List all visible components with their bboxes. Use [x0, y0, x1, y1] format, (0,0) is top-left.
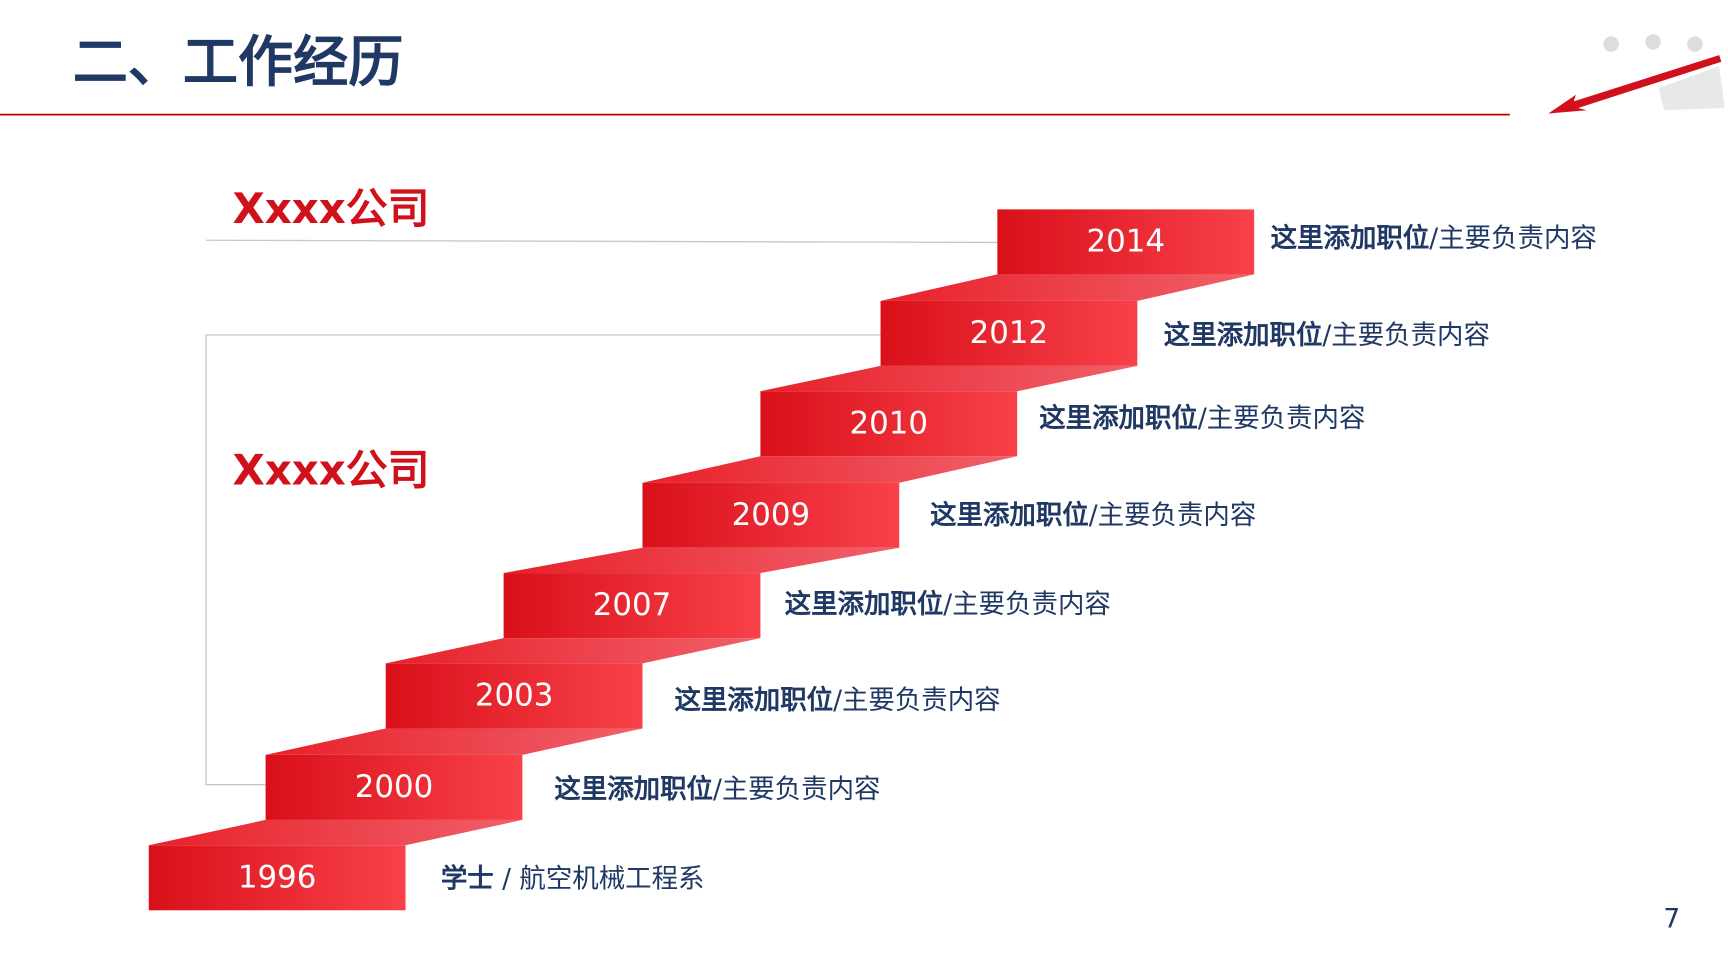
connector-line — [206, 239, 998, 244]
role: 这里添加职位 — [1039, 402, 1198, 433]
step-face — [265, 754, 523, 820]
step-top — [760, 365, 1138, 392]
role: 这里添加职位 — [674, 684, 833, 715]
step-top — [642, 456, 1018, 483]
step-year: 2010 — [850, 405, 929, 441]
step-face — [148, 845, 406, 911]
slide-title: 二、工作经历 — [73, 30, 404, 94]
step-top — [385, 638, 761, 664]
step-description: 这里添加职位/主要负责内容 — [785, 589, 1111, 620]
company-label: Xxxx公司 — [233, 445, 430, 494]
step-description: 这里添加职位/主要负责内容 — [674, 684, 1000, 715]
step-year: 1996 — [238, 859, 316, 895]
step-top — [503, 547, 900, 574]
step-year: 2007 — [593, 587, 672, 623]
role-detail: /主要负责内容 — [1322, 320, 1490, 351]
role-detail: /主要负责内容 — [833, 684, 1001, 715]
step-year: 2003 — [475, 678, 554, 714]
role: 学士 — [441, 863, 494, 894]
role-detail: /主要负责内容 — [1429, 223, 1597, 254]
role: 这里添加职位 — [785, 589, 944, 620]
staircase: 1996 学士 / 航空机械工程系 2000 这里添加职位/主要负责内容 2003 这里添… — [148, 209, 1597, 911]
role-detail: / 航空机械工程系 — [494, 863, 705, 894]
step-face — [385, 663, 643, 729]
step-description: 学士 / 航空机械工程系 — [441, 863, 705, 894]
bracket-line — [205, 334, 881, 786]
step-top — [148, 819, 523, 846]
step-description: 这里添加职位/主要负责内容 — [1271, 223, 1597, 254]
decor-icon — [1548, 34, 1725, 114]
company-label: Xxxx公司 — [233, 184, 430, 233]
step-face — [642, 482, 900, 548]
role: 这里添加职位 — [1164, 320, 1323, 351]
step-year: 2014 — [1086, 224, 1164, 260]
step-description: 这里添加职位/主要负责内容 — [1039, 402, 1365, 433]
step-description: 这里添加职位/主要负责内容 — [554, 774, 880, 805]
step-face — [880, 300, 1138, 366]
step-top — [265, 728, 643, 755]
role-detail: /主要负责内容 — [1198, 402, 1366, 433]
role-detail: /主要负责内容 — [943, 589, 1111, 620]
step-top — [880, 274, 1255, 301]
step-face — [503, 573, 761, 639]
step-year: 2000 — [355, 769, 434, 805]
step-year: 2009 — [732, 497, 811, 533]
step-description: 这里添加职位/主要负责内容 — [930, 499, 1256, 530]
role: 这里添加职位 — [554, 774, 713, 805]
role-detail: /主要负责内容 — [1089, 499, 1257, 530]
role: 这里添加职位 — [930, 499, 1089, 530]
step-year: 2012 — [970, 315, 1049, 351]
step-description: 这里添加职位/主要负责内容 — [1164, 320, 1490, 351]
step-face — [760, 391, 1018, 457]
step-face — [997, 209, 1255, 275]
role: 这里添加职位 — [1271, 223, 1430, 254]
page-number: 7 — [1663, 904, 1680, 935]
role-detail: /主要负责内容 — [713, 774, 881, 805]
